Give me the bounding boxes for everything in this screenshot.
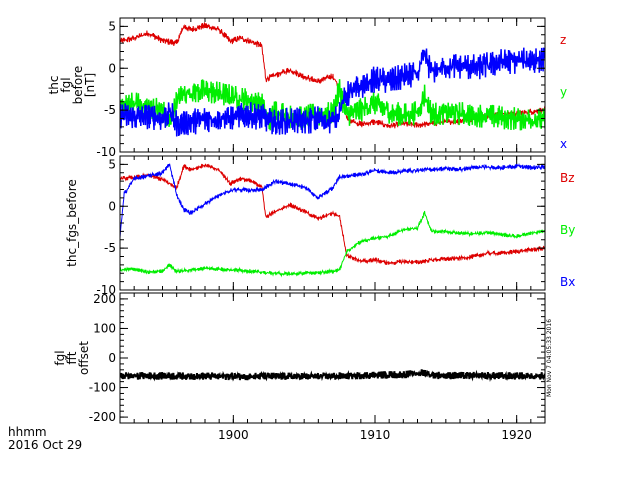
y-tick-label: 0 [108, 351, 116, 365]
y-tick-label: -10 [96, 145, 116, 159]
y-axis-label: thc_fgs_before [65, 179, 79, 267]
y-axis-label: [nT] [83, 73, 97, 97]
date-label: 2016 Oct 29 [8, 438, 83, 452]
y-axis-label: fgl [53, 350, 67, 365]
y-axis-label: before [71, 66, 85, 105]
y-tick-label: 0 [108, 61, 116, 75]
y-tick-label: -100 [89, 381, 116, 395]
legend-entry-bz: Bz [560, 171, 575, 185]
legend-entry-y: y [560, 85, 567, 99]
plot-frame-panel-3 [119, 292, 546, 424]
y-tick-label: 5 [108, 19, 116, 33]
y-axis-label: fft [65, 351, 79, 364]
y-tick-label: 200 [93, 292, 116, 306]
y-axis-label: offset [77, 341, 91, 375]
y-tick-label: -5 [104, 103, 116, 117]
series-line-by-panel-2 [120, 210, 545, 278]
legend-entry-x: x [560, 137, 567, 151]
y-tick-label: -200 [89, 410, 116, 424]
y-tick-label: -5 [104, 241, 116, 255]
series-line-x-panel-1 [120, 47, 545, 137]
x-tick-label: 1900 [218, 428, 249, 442]
series-line-bx-panel-2 [120, 162, 545, 238]
y-tick-label: -10 [96, 283, 116, 297]
y-tick-label: 100 [93, 321, 116, 335]
series-line-bz-panel-2 [120, 163, 545, 266]
legend-entry-bx: Bx [560, 275, 575, 289]
time-format-label: hhmm [8, 425, 47, 439]
series-line-offset-panel-3 [120, 369, 545, 382]
legend-entry-by: By [560, 223, 575, 237]
x-tick-label: 1910 [360, 428, 391, 442]
x-tick-label: 1920 [501, 428, 532, 442]
timestamp-stamp: Mon Nov 7 04:05:33 2016 [546, 319, 553, 397]
y-tick-label: 5 [108, 157, 116, 171]
y-axis-label: fgl [59, 77, 73, 92]
y-tick-label: 0 [108, 199, 116, 213]
legend-entry-z: z [560, 33, 566, 47]
y-axis-label: thc [47, 76, 61, 95]
